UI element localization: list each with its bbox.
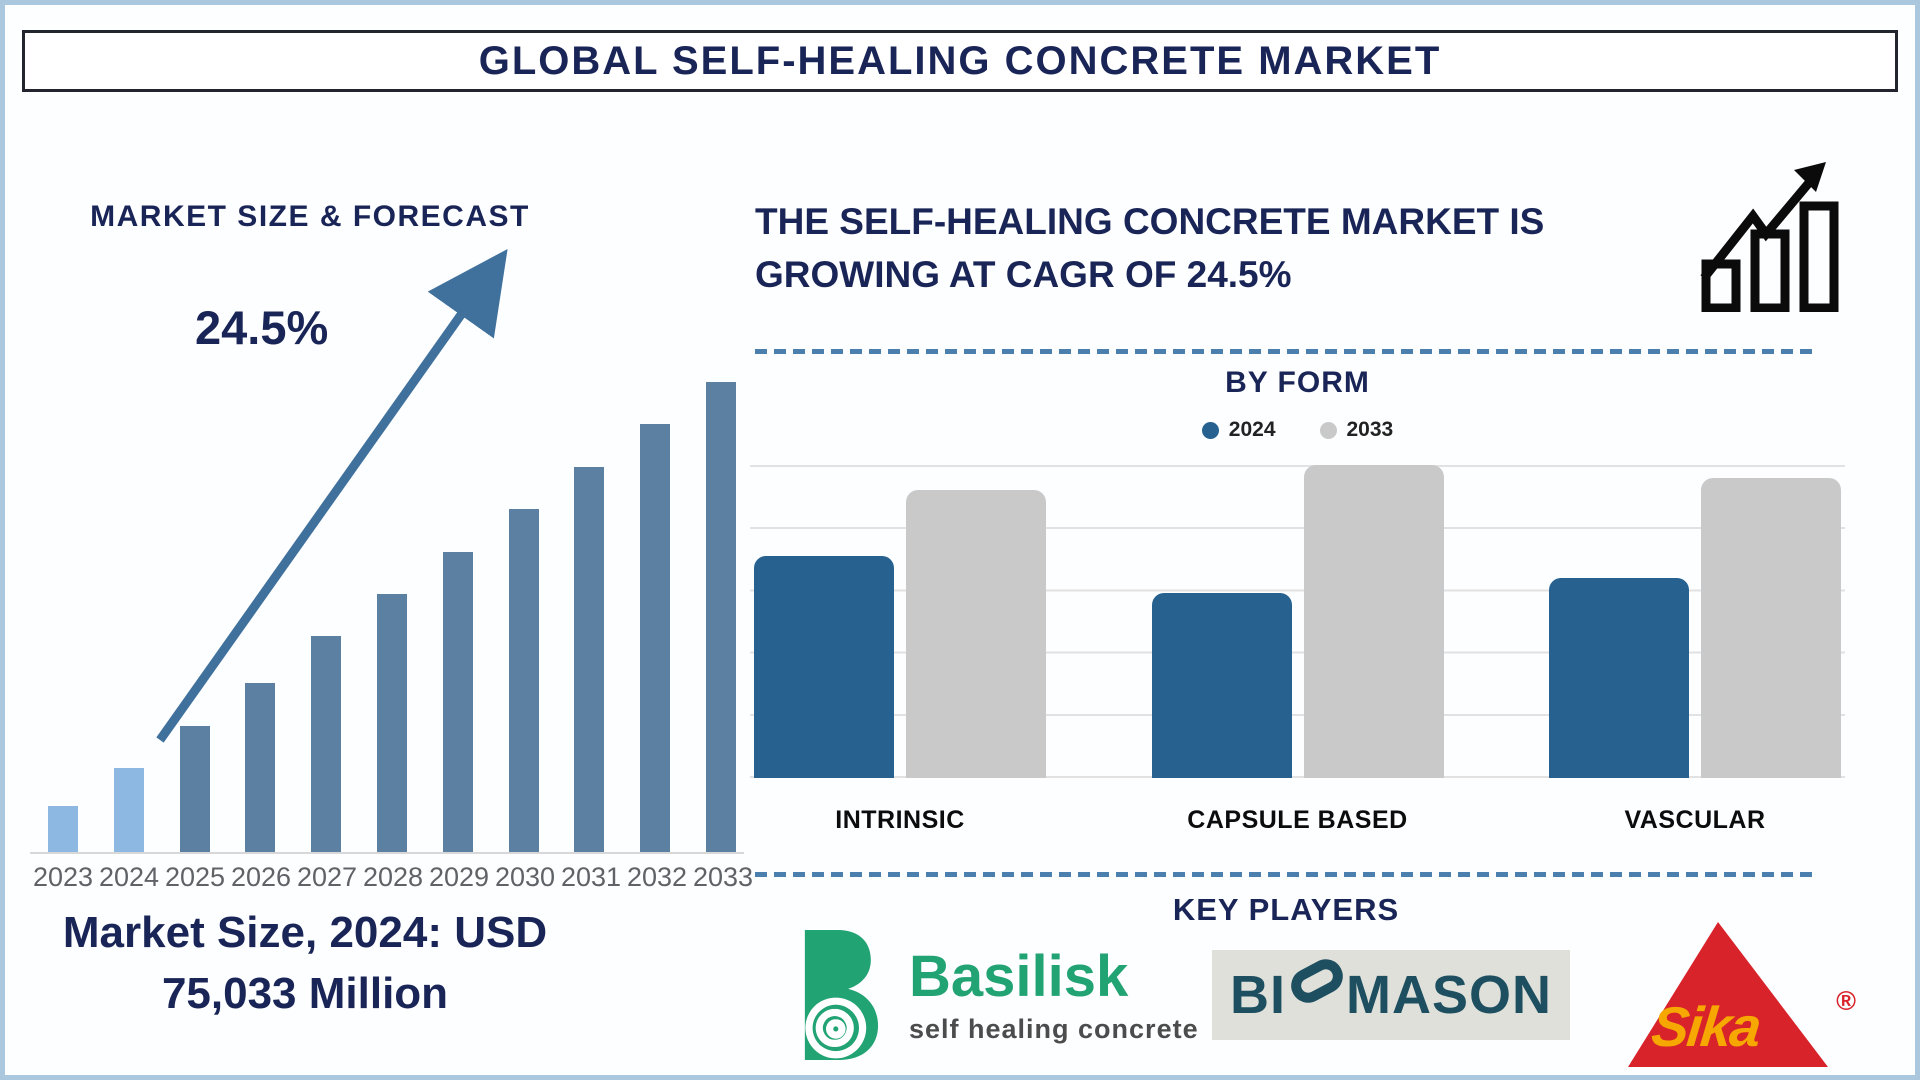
forecast-bar-2023 bbox=[48, 806, 78, 853]
forecast-bar-2024 bbox=[113, 768, 144, 853]
title-bar: GLOBAL SELF-HEALING CONCRETE MARKET bbox=[22, 30, 1898, 92]
year-label-2026: 2026 bbox=[230, 862, 292, 892]
forecast-bar-2027 bbox=[311, 636, 342, 853]
legend-dot-2033 bbox=[1319, 421, 1337, 439]
basilisk-tagline: self healing concrete bbox=[909, 1014, 1199, 1044]
caption-line-1: Market Size, 2024: USD bbox=[62, 908, 548, 957]
sika-wordmark: Sika bbox=[1648, 995, 1763, 1058]
sika-logo: Sika ® bbox=[1628, 922, 1856, 1067]
caption-line-2: 75,033 Million bbox=[161, 968, 449, 1018]
key-players-title: KEY PLAYERS bbox=[1172, 892, 1400, 927]
forecast-bar-2025 bbox=[179, 726, 210, 853]
bar-group-vascular bbox=[1549, 478, 1841, 778]
category-label-vascular: VASCULAR bbox=[1624, 806, 1766, 834]
cagr-label: 24.5% bbox=[195, 301, 329, 354]
forecast-year-labels: 2023 2024 2025 2026 2027 2028 2029 2030 2031 2032… bbox=[30, 862, 756, 893]
legend-label-2033: 2033 bbox=[1346, 418, 1394, 441]
category-label-intrinsic: INTRINSIC bbox=[835, 806, 965, 834]
legend-item-2033: 2033 bbox=[1319, 418, 1394, 442]
year-label-2023: 2023 bbox=[32, 862, 94, 892]
biomason-wordmark-left: BI bbox=[1230, 965, 1286, 1025]
biomason-capsule-o-icon bbox=[1285, 953, 1349, 1009]
bar-vascular-2033 bbox=[1701, 478, 1841, 778]
forecast-bar-2028 bbox=[376, 594, 407, 853]
forecast-bar-2029 bbox=[442, 552, 473, 853]
page-title: GLOBAL SELF-HEALING CONCRETE MARKET bbox=[478, 38, 1442, 83]
legend-label-2024: 2024 bbox=[1228, 418, 1276, 441]
year-label-2029: 2029 bbox=[428, 862, 490, 892]
by-form-legend: 2024 2033 bbox=[750, 418, 1845, 442]
legend-dot-2024 bbox=[1201, 421, 1219, 439]
bar-group-capsule-based bbox=[1151, 465, 1444, 778]
category-label-capsule-based: CAPSULE BASED bbox=[1187, 806, 1408, 834]
growth-bar-chart-icon bbox=[1700, 162, 1839, 312]
year-label-2033: 2033 bbox=[692, 862, 754, 892]
headline-line-2: GROWING AT CAGR OF 24.5% bbox=[755, 253, 1292, 295]
left-chart-heading: MARKET SIZE & FORECAST bbox=[90, 200, 530, 233]
basilisk-wordmark: Basilisk bbox=[909, 944, 1129, 1009]
registered-trademark-symbol: ® bbox=[1836, 986, 1856, 1016]
dashed-divider-top bbox=[755, 349, 1817, 354]
bar-intrinsic-2033 bbox=[906, 490, 1046, 778]
bar-group-intrinsic bbox=[754, 490, 1046, 778]
bar-intrinsic-2024 bbox=[754, 556, 894, 778]
forecast-bar-2030 bbox=[508, 509, 539, 853]
forecast-bar-2026 bbox=[245, 683, 276, 853]
year-label-2028: 2028 bbox=[362, 862, 424, 892]
year-label-2024: 2024 bbox=[98, 862, 160, 892]
biomason-wordmark-right: MASON bbox=[1346, 965, 1552, 1025]
bar-capsule-based-2033 bbox=[1303, 465, 1444, 778]
year-label-2025: 2025 bbox=[164, 862, 226, 892]
bar-vascular-2024 bbox=[1549, 578, 1689, 778]
bar-capsule-based-2024 bbox=[1151, 593, 1292, 778]
market-size-caption: Market Size, 2024: USD 75,033 Million bbox=[20, 903, 590, 1024]
x-axis-line bbox=[30, 852, 744, 854]
year-label-2031: 2031 bbox=[560, 862, 622, 892]
forecast-bar-chart bbox=[48, 380, 736, 853]
forecast-bar-2031 bbox=[574, 467, 605, 853]
by-form-bar-chart bbox=[750, 465, 1845, 778]
trend-arrow-icon bbox=[156, 248, 508, 743]
forecast-bar-2033 bbox=[705, 382, 736, 853]
basilisk-logo: Basilisk self healing concrete bbox=[795, 928, 1199, 1062]
dashed-divider-bottom bbox=[755, 872, 1817, 877]
biomason-logo: BI MASON bbox=[1212, 950, 1570, 1040]
year-label-2030: 2030 bbox=[494, 862, 556, 892]
year-label-2032: 2032 bbox=[626, 862, 688, 892]
headline-line-1: THE SELF-HEALING CONCRETE MARKET IS bbox=[755, 201, 1545, 242]
by-form-title: BY FORM bbox=[1225, 366, 1370, 399]
legend-item-2024: 2024 bbox=[1201, 418, 1276, 442]
by-form-category-labels: INTRINSIC CAPSULE BASED VASCULAR bbox=[750, 806, 1845, 835]
right-headline: THE SELF-HEALING CONCRETE MARKET IS GROW… bbox=[755, 196, 1675, 301]
forecast-bar-2032 bbox=[640, 424, 671, 853]
basilisk-spiral-b-icon bbox=[804, 930, 879, 1060]
year-label-2027: 2027 bbox=[296, 862, 358, 892]
